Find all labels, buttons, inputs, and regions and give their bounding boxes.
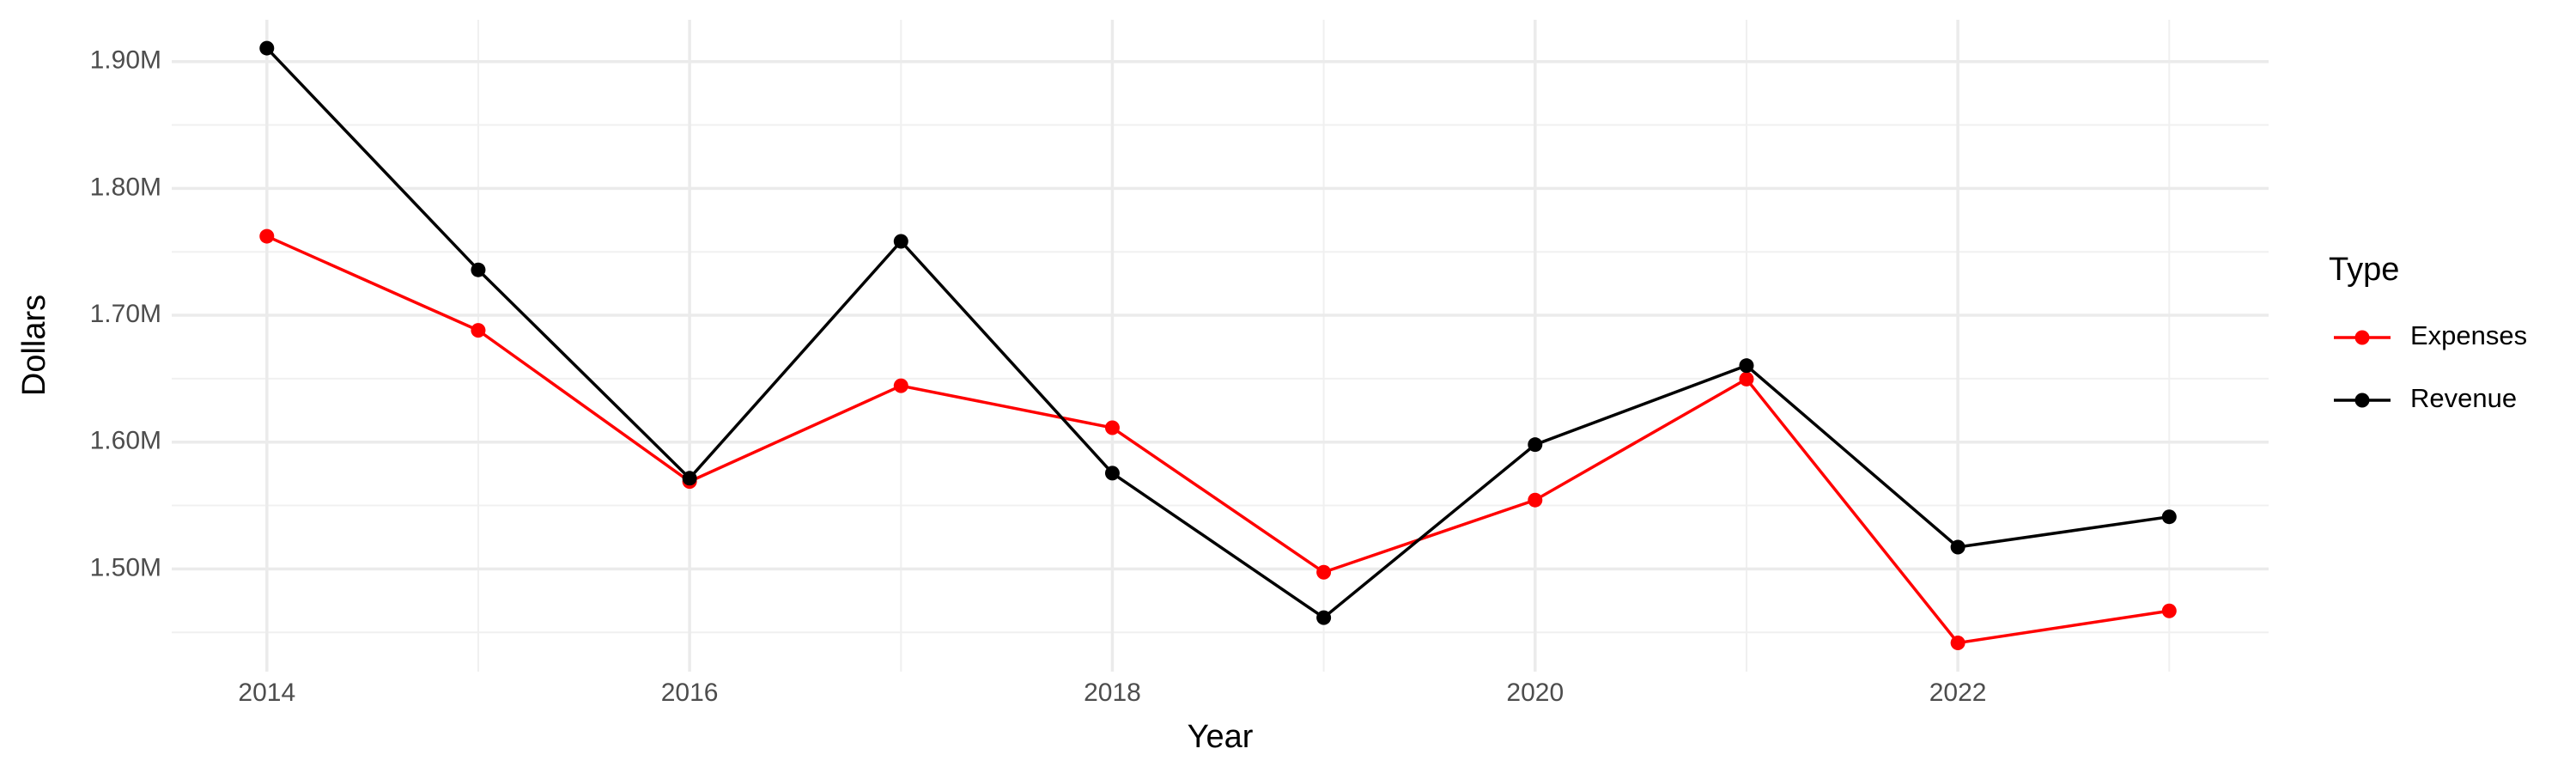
data-point xyxy=(2161,509,2177,525)
data-point xyxy=(259,228,275,244)
data-point xyxy=(259,40,275,56)
x-tick-label: 2022 xyxy=(1929,679,1987,707)
x-tick-label: 2016 xyxy=(661,679,719,707)
y-tick-label: 1.80M xyxy=(90,173,161,201)
legend-title: Type xyxy=(2329,252,2399,288)
data-point xyxy=(1104,466,1120,481)
data-point xyxy=(1528,492,1543,508)
data-point xyxy=(893,378,908,393)
y-tick-label: 1.60M xyxy=(90,427,161,455)
series-line xyxy=(266,234,2170,645)
y-tick-label: 1.50M xyxy=(90,553,161,581)
data-point xyxy=(893,234,908,249)
data-point xyxy=(682,471,697,486)
data-point xyxy=(1739,358,1754,374)
data-point xyxy=(2161,603,2177,618)
series-line xyxy=(265,46,2170,620)
data-point xyxy=(1316,610,1332,625)
data-point xyxy=(1104,420,1120,435)
data-point xyxy=(1316,564,1332,580)
data-point xyxy=(471,323,486,338)
data-point xyxy=(1950,635,1965,650)
data-point xyxy=(1739,371,1754,386)
x-tick-label: 2014 xyxy=(238,679,295,707)
legend-label: Revenue xyxy=(2410,383,2517,413)
legend-marker xyxy=(2354,330,2370,345)
data-point xyxy=(1950,539,1965,555)
y-tick-label: 1.70M xyxy=(90,300,161,328)
data-point xyxy=(1528,437,1543,453)
x-tick-label: 2018 xyxy=(1084,679,1141,707)
x-tick-label: 2020 xyxy=(1506,679,1564,707)
y-axis-title: Dollars xyxy=(16,295,52,396)
y-tick-label: 1.90M xyxy=(90,46,161,75)
legend-marker xyxy=(2354,393,2370,408)
data-point xyxy=(471,262,486,277)
x-axis-title: Year xyxy=(1188,719,1254,755)
legend-label: Expenses xyxy=(2410,320,2527,350)
